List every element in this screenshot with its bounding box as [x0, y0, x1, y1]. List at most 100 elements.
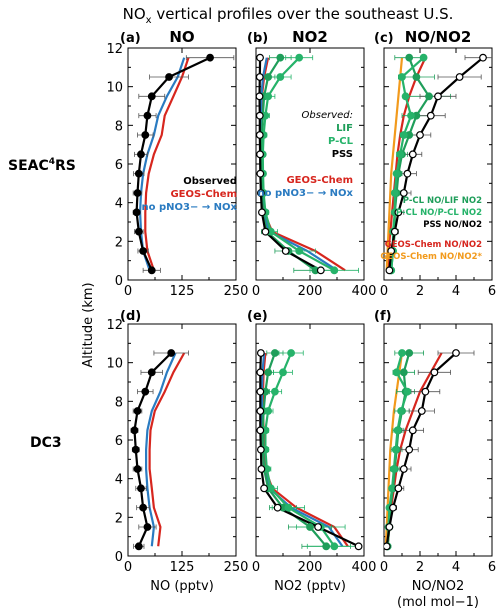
series-f-p-cl-no-p-cl-no2-point: [403, 387, 412, 396]
series-e-p-cl-point: [264, 407, 273, 415]
panel-tag-d: (d): [120, 309, 141, 324]
series-b-lif-point: [276, 53, 285, 62]
panel-e: 0 200 400: [252, 323, 377, 575]
series-d-observed-point: [134, 542, 143, 551]
series-f-pss-no-no2-point: [389, 503, 397, 512]
series-e-p-cl-point: [287, 349, 296, 357]
panel-e-xtick-label: 200: [298, 560, 323, 575]
series-b-pss-point: [316, 266, 325, 275]
series-b-p-cl-point: [330, 266, 339, 275]
series-d-observed-point: [130, 426, 139, 435]
series-c-p-cl-no-lif-no2-point: [405, 53, 414, 62]
series-f-pss-no-no2-point: [384, 542, 391, 551]
series-f-p-cl-no-p-cl-no2-point: [388, 484, 397, 493]
series-f-pss-no-no2-point: [399, 465, 408, 473]
series-e-pss-point: [257, 465, 266, 473]
series-c-geos-chem-no-no2-line: [386, 57, 427, 271]
figure-title-sub: x: [146, 15, 152, 26]
figure-title-rest: vertical profiles over the southeast U.S…: [152, 5, 454, 23]
legend-b-nopno3: no pNO3− → NOx: [258, 188, 354, 199]
series-f-p-cl-no-lif-no2-point: [405, 349, 414, 357]
series-c-p-cl-no-p-cl-no2-point: [396, 150, 405, 159]
series-b-pss-point: [281, 247, 290, 255]
panel-f-series: [384, 349, 475, 551]
row-label-seac4rs-main: SEAC: [8, 158, 49, 174]
series-e-p-cl-point: [279, 368, 287, 377]
series-e-lif-point: [306, 523, 314, 531]
series-c-pss-no-no2-point: [426, 111, 435, 120]
panel-d-ytick-label: 10: [106, 357, 123, 372]
col-title-no2: NO2: [292, 28, 328, 46]
series-e-no-pno3-nox-line: [260, 352, 344, 547]
series-c-geos-chem-no-no2-line: [385, 57, 404, 271]
panel-b-xtick-label: 400: [352, 284, 377, 299]
series-a-observed-point: [139, 247, 148, 255]
panel-a-xtick-label: 0: [124, 284, 132, 299]
legend-a-nopno3: no pNO3− → NOx: [142, 202, 238, 213]
legend-b-pcl: P-CL: [328, 136, 354, 147]
series-c-pss-no-no2-point: [403, 169, 412, 178]
series-b-pss-line: [258, 57, 322, 272]
panel-b-series: [256, 53, 360, 275]
series-e-pss-point: [256, 368, 265, 377]
panel-f-xtick-label: 4: [452, 560, 460, 575]
series-f-pss-no-no2-point: [421, 387, 430, 396]
panel-d-ytick-label: 12: [106, 318, 123, 333]
series-d-observed-point: [133, 407, 142, 415]
series-b-pss-point: [256, 73, 264, 81]
figure-title: NOx vertical profiles over the southeast…: [123, 5, 454, 26]
panel-d-ytick-label: 0: [115, 550, 123, 565]
series-c-p-cl-no-p-cl-no2-point: [401, 92, 410, 101]
series-e-pss-point: [256, 349, 265, 357]
series-b-p-cl-point: [264, 92, 273, 101]
series-a-observed-point: [133, 189, 142, 197]
legend-b-lif: LIF: [336, 123, 353, 134]
series-d-observed-point: [141, 387, 150, 396]
panel-b-xtick-label: 0: [252, 284, 260, 299]
panel-b-frame: [255, 47, 365, 281]
series-e-lif-point: [271, 349, 279, 357]
series-f-pss-no-no2-point: [408, 426, 417, 435]
panel-e-xtick-label: 400: [352, 560, 377, 575]
series-c-pss-no-no2-point: [390, 227, 399, 236]
series-d-observed-point: [133, 465, 142, 473]
legend-b: Observed: LIF P-CL PSS GEOS-Chem no pNO3…: [258, 110, 354, 199]
series-f-pss-no-no2-point: [394, 484, 403, 493]
panel-e-xtick-label: 0: [252, 560, 260, 575]
series-c-p-cl-no-p-cl-no2-point: [407, 111, 415, 120]
panel-a-xtick-label: 250: [224, 284, 249, 299]
panel-c-xtick-label: 0: [380, 284, 388, 299]
y-axis-label: Altitude (km): [81, 282, 96, 367]
series-e-pss-point: [256, 445, 265, 454]
series-e-p-cl-point: [284, 503, 293, 512]
panel-a-ytick-label: 0: [115, 274, 123, 289]
series-e-pss-point: [260, 484, 269, 493]
panel-tag-e: (e): [247, 309, 268, 324]
row-label-seac4rs-rest: RS: [55, 158, 76, 174]
series-c-pss-no-no2-point: [416, 131, 424, 139]
series-a-observed-line: [135, 56, 211, 271]
series-f-p-cl-no-p-cl-no2-point: [398, 349, 406, 357]
panel-a-series: [132, 53, 235, 275]
series-a-observed-point: [165, 73, 173, 81]
series-c-pss-no-no2-point: [385, 266, 394, 275]
series-e-p-cl-point: [266, 484, 275, 493]
panel-a-ytick-label: 12: [106, 42, 123, 57]
series-e-pss-point: [256, 426, 265, 435]
series-f-pss-no-no2-point: [405, 445, 414, 454]
x-label-ratio-units: (mol mol−1): [397, 595, 479, 610]
series-e-pss-point: [256, 407, 265, 415]
series-f-pss-no-no2-point: [417, 407, 426, 415]
series-d-observed-point: [139, 503, 148, 512]
series-b-pss-point: [256, 131, 264, 139]
series-b-p-cl-point: [295, 247, 304, 255]
panel-d-ytick-label: 4: [115, 473, 123, 488]
series-b-p-cl-point: [276, 73, 285, 81]
series-c-p-cl-no-lif-no2-point: [425, 92, 433, 101]
series-c-p-cl-no-p-cl-no2-point: [419, 53, 428, 62]
series-b-lif-point: [264, 73, 273, 81]
panel-c: 0 2 4 6: [380, 47, 496, 299]
legend-c: P-CL NO/LIF NO2 P-CL NO/P-CL NO2 PSS NO/…: [380, 196, 482, 262]
panel-c-series: [385, 53, 492, 275]
